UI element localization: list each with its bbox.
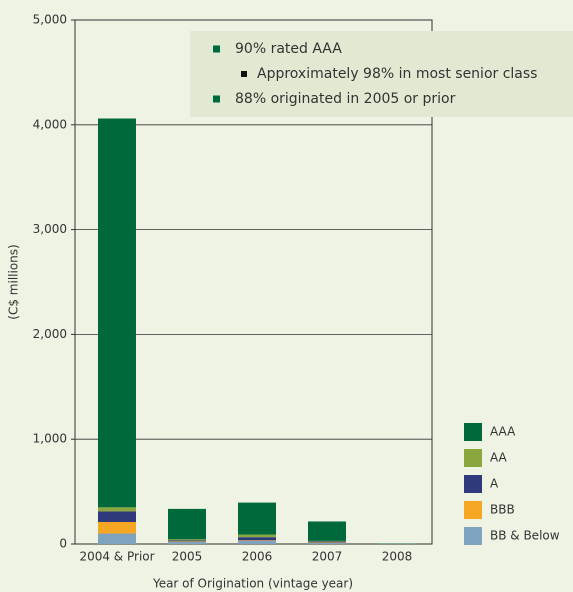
bar-segment [238,540,276,541]
bar-segment [238,540,276,544]
bar-segment [98,118,136,508]
bar-segment [98,511,136,522]
x-axis-label: Year of Origination (vintage year) [152,577,353,591]
legend-label: AA [490,451,508,465]
x-tick-label: 2008 [382,550,413,564]
bar-segment [168,540,206,542]
bar-segment [308,542,346,544]
legend-label: A [490,477,499,491]
annotation-box [190,31,573,117]
bar-segment [308,540,346,542]
bullet [213,95,220,103]
legend-label: AAA [490,425,516,439]
x-tick-label: 2005 [172,550,203,564]
bar-segment [168,539,206,541]
legend-swatch [464,501,482,519]
bar-segment [98,521,136,534]
y-tick-label: 0 [59,537,67,551]
y-tick-label: 4,000 [33,117,67,131]
bar-segment [308,521,346,541]
y-tick-label: 3,000 [33,222,67,236]
sub-bullet [241,71,247,77]
y-tick-label: 2,000 [33,327,67,341]
annotation-text: 88% originated in 2005 or prior [235,91,456,107]
bullet [213,45,220,53]
bar-segment [168,541,206,542]
bar-segment [238,537,276,541]
legend-label: BB & Below [490,529,560,543]
bar-segment [98,507,136,512]
y-tick-label: 5,000 [33,13,67,27]
bar-segment [238,502,276,535]
legend-swatch [464,475,482,493]
legend-swatch [464,423,482,441]
annotation-subtext: Approximately 98% in most senior class [257,66,537,82]
bar-segment [98,533,136,544]
legend-swatch [464,527,482,545]
bar-segment [238,534,276,538]
y-axis-label: (C$ millions) [7,244,21,319]
y-tick-label: 1,000 [33,432,67,446]
x-tick-label: 2006 [242,550,273,564]
bar-segment [168,541,206,544]
bar-segment [308,542,346,543]
annotation-text: 90% rated AAA [235,41,342,57]
x-tick-label: 2007 [312,550,343,564]
legend-label: BBB [490,503,515,517]
bar-segment [168,508,206,540]
legend-swatch [464,449,482,467]
bar-segment [308,541,346,543]
x-tick-label: 2004 & Prior [79,550,154,564]
